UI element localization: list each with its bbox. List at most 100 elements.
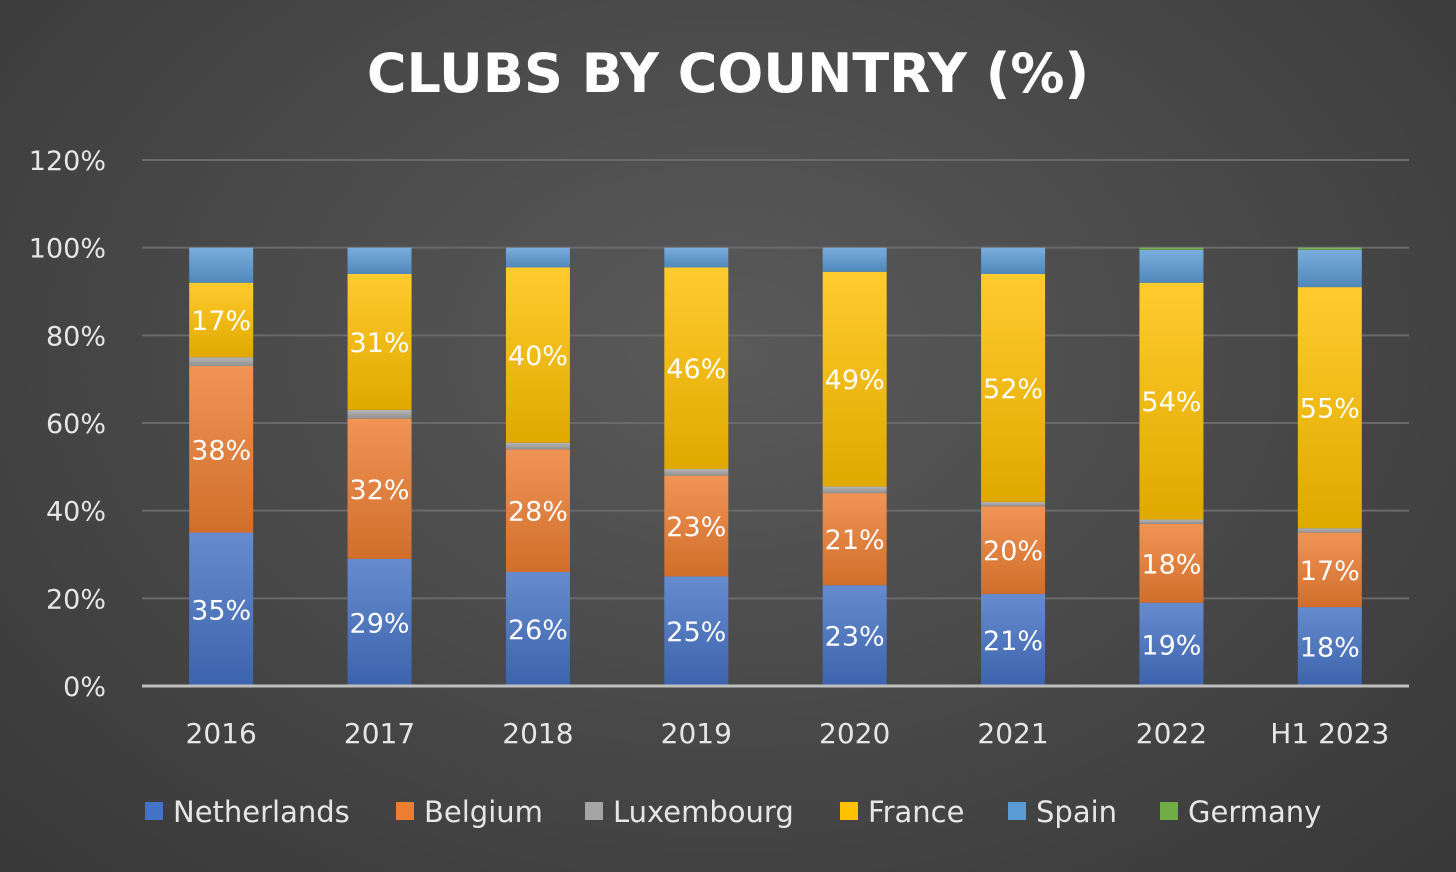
bar-luxembourg-h1-2023 (1297, 528, 1362, 533)
data-label: 26% (508, 615, 568, 646)
x-tick-label: H1 2023 (1270, 717, 1389, 750)
legend-label-luxembourg: Luxembourg (613, 795, 794, 829)
data-label: 21% (983, 626, 1043, 657)
legend-swatch-luxembourg (585, 802, 603, 820)
data-label: 46% (666, 354, 726, 385)
bar-spain-h1-2023 (1297, 249, 1362, 288)
bar-spain-2017 (347, 247, 412, 274)
data-label: 17% (191, 306, 251, 337)
bar-france-2021 (981, 273, 1046, 502)
data-label: 38% (191, 435, 251, 466)
bar-france-2022 (1139, 282, 1204, 520)
legend-swatch-france (840, 802, 858, 820)
bar-spain-2016 (189, 247, 254, 283)
bar-luxembourg-2017 (347, 409, 412, 419)
bar-netherlands-2022 (1139, 602, 1204, 686)
y-tick-label: 0% (63, 672, 106, 703)
data-label: 55% (1300, 394, 1360, 425)
bar-netherlands-2017 (347, 558, 412, 686)
bar-luxembourg-2020 (822, 486, 887, 494)
legend-swatch-germany (1160, 802, 1178, 820)
bar-netherlands-2018 (505, 572, 570, 686)
data-label: 40% (508, 341, 568, 372)
y-tick-label: 20% (46, 584, 106, 615)
legend-swatch-netherlands (145, 802, 163, 820)
legend-label-spain: Spain (1036, 795, 1117, 829)
bars (189, 247, 1362, 686)
bar-france-2019 (664, 267, 729, 470)
data-label: 23% (666, 512, 726, 543)
bar-belgium-2022 (1139, 523, 1204, 603)
data-label: 31% (350, 328, 410, 359)
bar-spain-2018 (505, 247, 570, 268)
data-label: 29% (350, 608, 410, 639)
bar-belgium-2017 (347, 418, 412, 559)
bar-france-2020 (822, 271, 887, 487)
y-tick-label: 100% (29, 234, 106, 265)
legend-label-germany: Germany (1188, 795, 1321, 829)
data-label: 21% (825, 525, 885, 556)
bar-belgium-h1-2023 (1297, 532, 1362, 608)
bar-belgium-2020 (822, 493, 887, 586)
bar-belgium-2021 (981, 506, 1046, 594)
bar-luxembourg-2021 (981, 501, 1046, 507)
x-tick-label: 2019 (661, 717, 732, 750)
legend-swatch-belgium (396, 802, 414, 820)
bar-belgium-2018 (505, 449, 570, 573)
gridlines (142, 159, 1409, 600)
bar-luxembourg-2018 (505, 442, 570, 450)
data-label: 20% (983, 536, 1043, 567)
x-tick-label: 2022 (1136, 717, 1207, 750)
y-tick-label: 120% (29, 146, 106, 177)
bar-spain-2021 (981, 247, 1046, 274)
bar-netherlands-h1-2023 (1297, 607, 1362, 686)
bar-luxembourg-2016 (189, 357, 254, 367)
y-tick-label: 60% (46, 409, 106, 440)
data-label: 18% (1300, 633, 1360, 664)
y-tick-label: 40% (46, 497, 106, 528)
data-label: 52% (983, 374, 1043, 405)
data-label: 18% (1141, 549, 1201, 580)
data-label: 28% (508, 497, 568, 528)
bar-netherlands-2020 (822, 585, 887, 686)
bar-netherlands-2016 (189, 532, 254, 686)
bar-france-2018 (505, 267, 570, 443)
y-tick-label: 80% (46, 321, 106, 352)
bar-spain-2020 (822, 247, 887, 272)
bar-germany-h1-2023 (1297, 247, 1362, 250)
x-tick-label: 2017 (344, 717, 415, 750)
data-label: 17% (1300, 556, 1360, 587)
data-label: 54% (1141, 387, 1201, 418)
bar-france-2017 (347, 273, 412, 410)
x-axis-ticks: 2016 2017 2018 2019 2020 2021 2022 H1 2023 (186, 717, 1390, 750)
bar-france-h1-2023 (1297, 287, 1362, 529)
legend-label-belgium: Belgium (424, 795, 543, 829)
legend-label-france: France (868, 795, 964, 829)
x-tick-label: 2021 (977, 717, 1048, 750)
bar-belgium-2016 (189, 366, 254, 533)
data-label: 23% (825, 622, 885, 653)
bar-france-2016 (189, 282, 254, 358)
x-tick-label: 2018 (502, 717, 573, 750)
bar-spain-2019 (664, 247, 729, 268)
data-label: 19% (1141, 630, 1201, 661)
x-tick-label: 2016 (186, 717, 257, 750)
data-labels: 35% 38% 17% 29% 32% 31% 26% 28% 40% 25% 23% 46% 23% 2… (191, 306, 1360, 664)
bar-belgium-2019 (664, 475, 729, 577)
bar-luxembourg-2019 (664, 469, 729, 476)
data-label: 35% (191, 595, 251, 626)
bar-spain-2022 (1139, 249, 1204, 283)
data-label: 25% (666, 617, 726, 648)
x-tick-label: 2020 (819, 717, 890, 750)
legend-label-netherlands: Netherlands (173, 795, 350, 829)
bar-germany-2022 (1139, 247, 1204, 250)
chart-title: CLUBS BY COUNTRY (%) (367, 42, 1089, 105)
bar-netherlands-2019 (664, 576, 729, 686)
bar-netherlands-2021 (981, 593, 1046, 686)
bar-luxembourg-2022 (1139, 519, 1204, 524)
legend: Netherlands Belgium Luxembourg France Spain G… (145, 795, 1321, 829)
data-label: 49% (825, 365, 885, 396)
data-label: 32% (350, 475, 410, 506)
y-axis-ticks: 0% 20% 40% 60% 80% 100% 120% (29, 146, 106, 703)
